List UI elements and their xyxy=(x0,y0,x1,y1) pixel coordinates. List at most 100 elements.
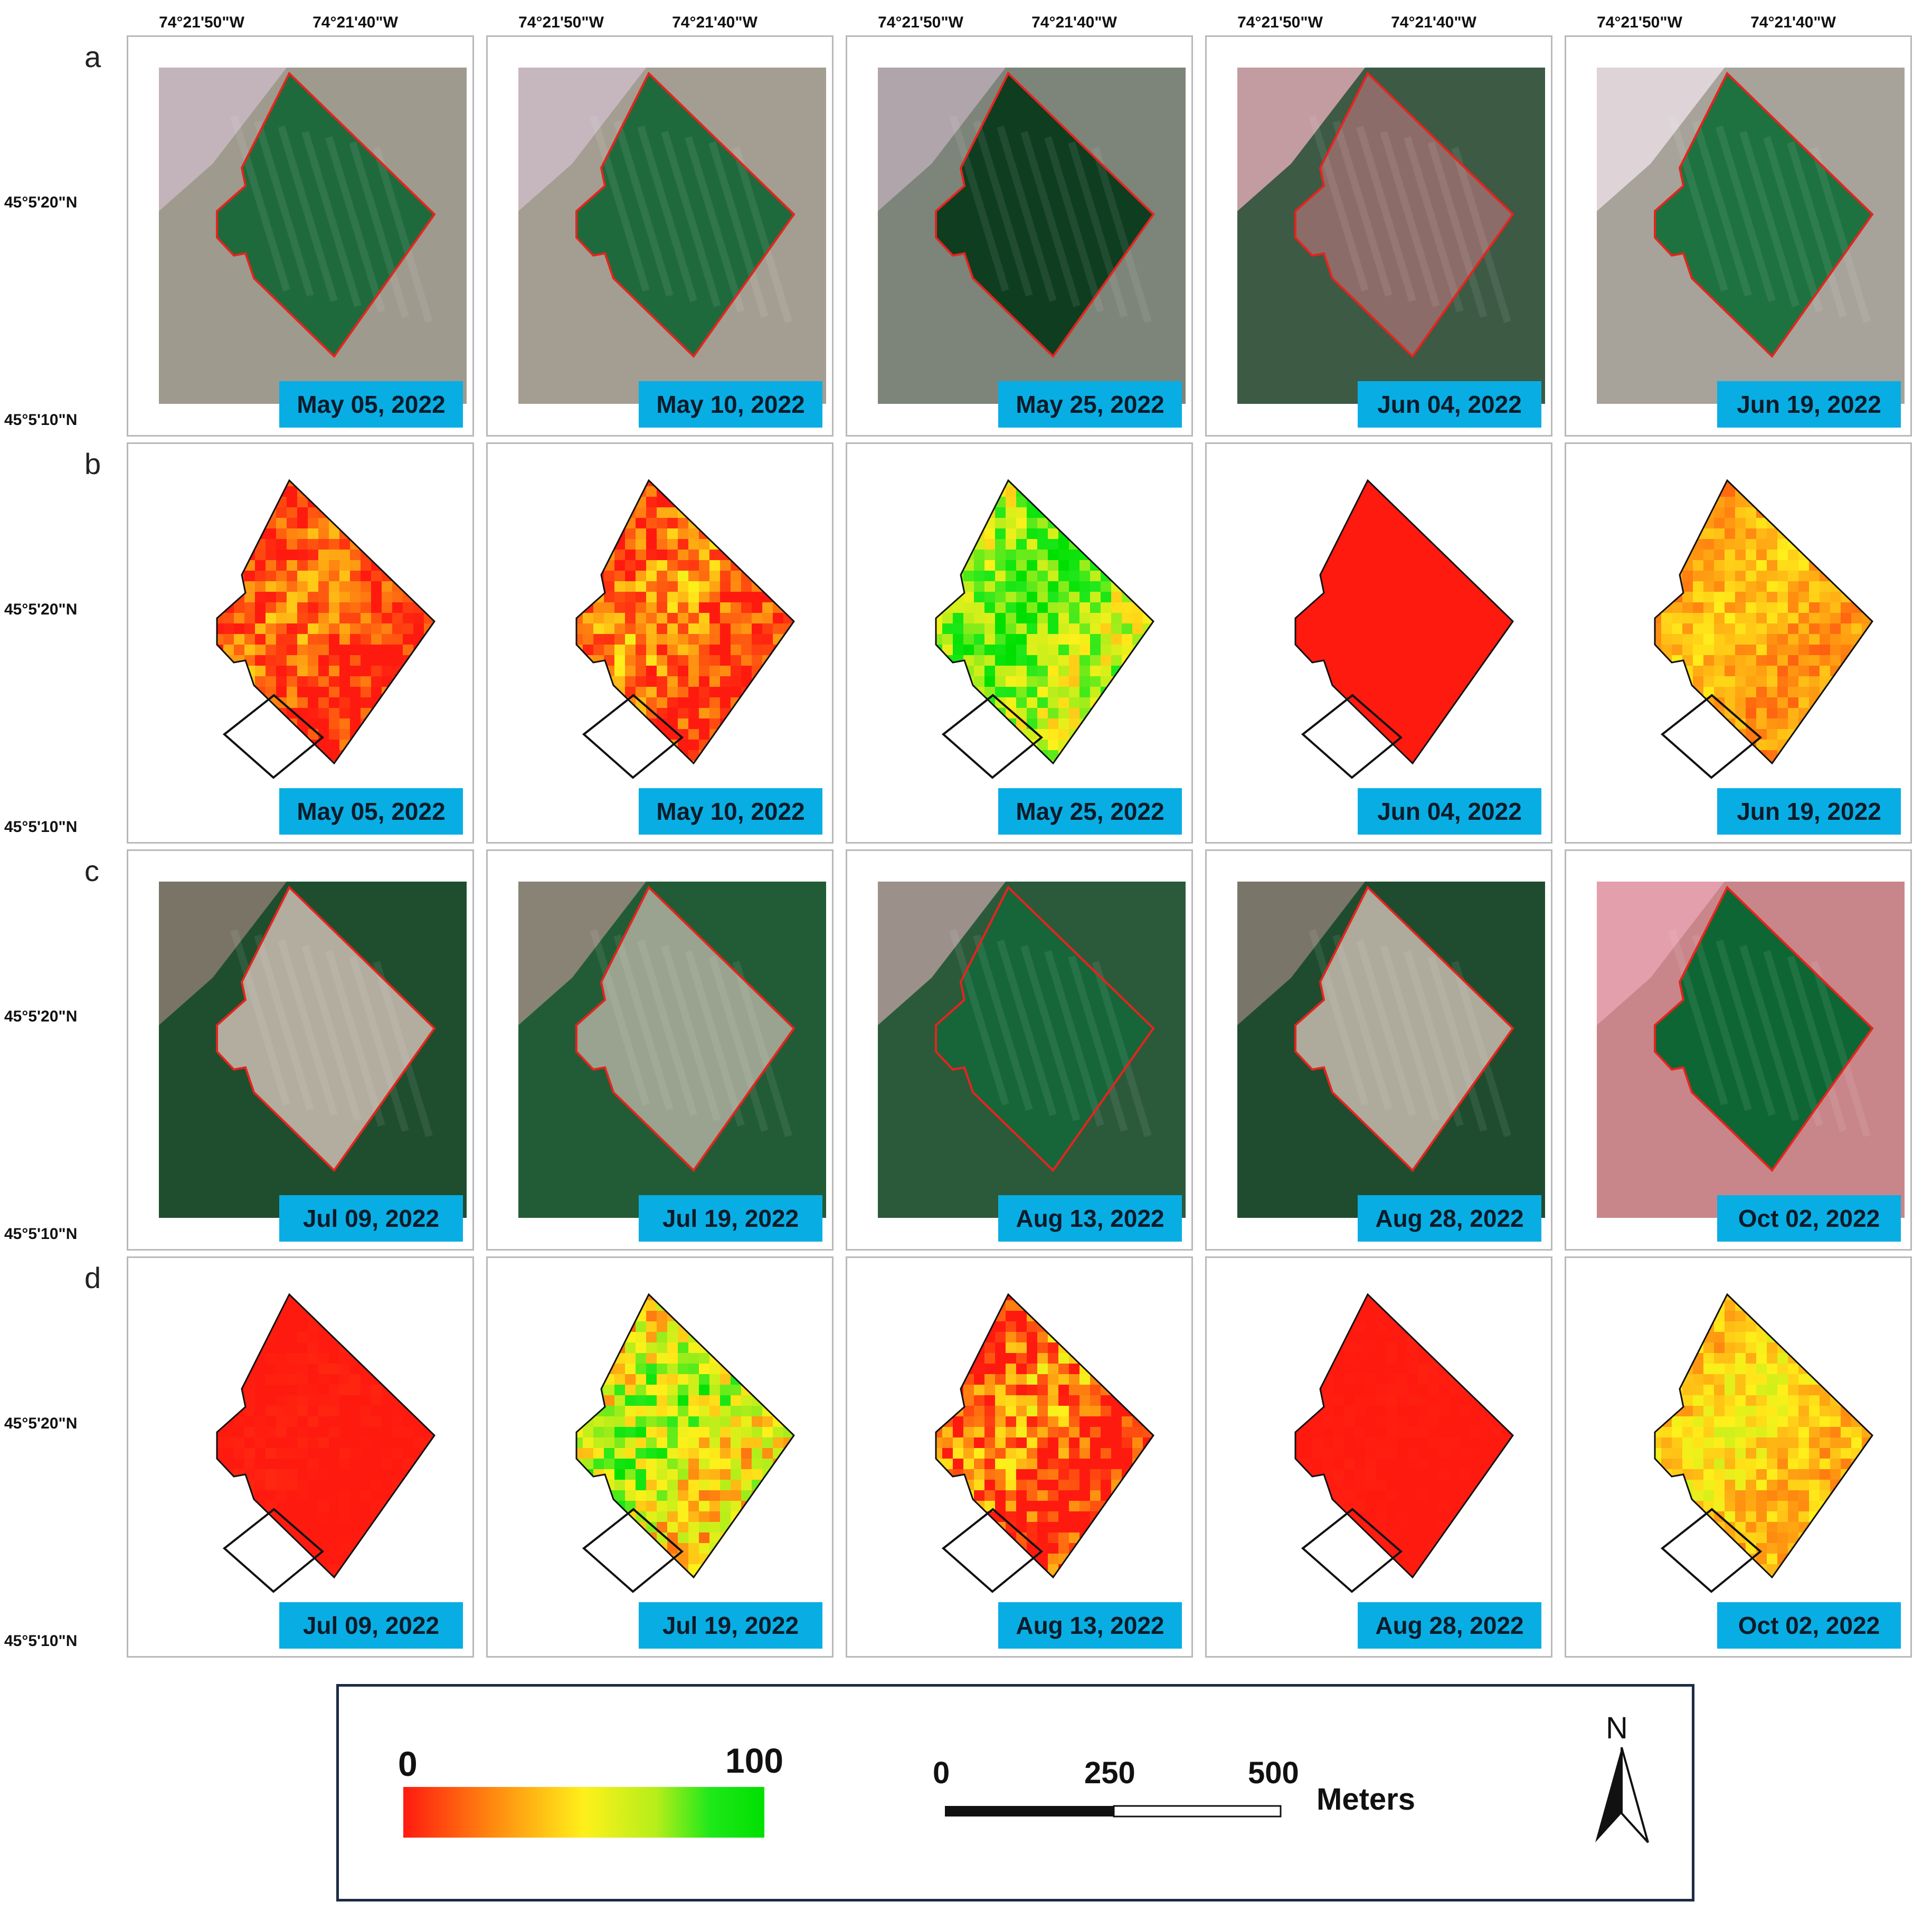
raster-cell xyxy=(1682,718,1693,729)
raster-cell xyxy=(1355,634,1365,645)
raster-cell xyxy=(1048,528,1058,539)
raster-cell xyxy=(350,750,361,761)
raster-cell xyxy=(699,480,709,486)
raster-cell xyxy=(1132,1480,1143,1490)
raster-cell xyxy=(678,1448,688,1459)
raster-cell xyxy=(350,697,361,708)
raster-cell xyxy=(1016,1459,1027,1469)
raster-cell xyxy=(1428,486,1439,497)
raster-cell xyxy=(1069,761,1079,763)
raster-cell xyxy=(667,1469,678,1480)
raster-cell xyxy=(646,623,657,634)
raster-cell xyxy=(361,666,371,676)
raster-cell xyxy=(318,486,329,497)
raster-cell xyxy=(625,602,636,613)
raster-cell xyxy=(1513,655,1523,666)
raster-cell xyxy=(731,634,741,645)
raster-cell xyxy=(392,1416,403,1427)
date-badge: May 25, 2022 xyxy=(998,381,1182,428)
raster-cell xyxy=(392,592,403,602)
raster-cell xyxy=(667,1437,678,1448)
raster-cell xyxy=(1058,1294,1069,1300)
raster-cell xyxy=(1027,1416,1037,1427)
field-boundary xyxy=(1654,71,1874,358)
raster-cell xyxy=(699,718,709,729)
raster-cell xyxy=(1872,486,1883,497)
raster-cell xyxy=(339,1321,350,1332)
raster-cell xyxy=(297,1332,308,1342)
raster-cell xyxy=(1661,581,1672,592)
raster-cell xyxy=(984,602,995,613)
raster-cell xyxy=(403,602,413,613)
raster-cell xyxy=(297,1342,308,1353)
raster-cell xyxy=(361,539,371,550)
raster-cell xyxy=(1365,729,1376,740)
raster-cell xyxy=(741,1448,752,1459)
raster-cell xyxy=(234,518,244,528)
raster-cell xyxy=(709,1522,720,1532)
raster-cell xyxy=(371,655,382,666)
raster-cell xyxy=(1069,676,1079,687)
raster-cell xyxy=(1756,761,1767,763)
raster-cell xyxy=(361,1311,371,1321)
raster-cell xyxy=(625,1459,636,1469)
raster-cell xyxy=(361,1374,371,1385)
field-texture xyxy=(230,929,290,1106)
raster-cell xyxy=(276,480,287,486)
raster-cell xyxy=(1058,1469,1069,1480)
raster-cell xyxy=(1058,560,1069,571)
raster-cell xyxy=(1830,550,1841,560)
raster-cell xyxy=(1344,581,1355,592)
raster-cell xyxy=(1355,750,1365,761)
raster-cell xyxy=(1016,1294,1027,1300)
raster-cell xyxy=(1333,497,1344,507)
raster-cell xyxy=(403,581,413,592)
raster-cell xyxy=(308,1522,318,1532)
raster-cell xyxy=(1122,1416,1132,1427)
raster-cell xyxy=(720,592,731,602)
raster-cell xyxy=(371,1490,382,1501)
lon-label-col5-1: 74°21'50"W xyxy=(1597,14,1682,31)
raster-cell xyxy=(1767,687,1777,697)
raster-cell xyxy=(953,1416,963,1427)
field-texture xyxy=(661,130,721,308)
raster-cell xyxy=(350,550,361,560)
raster-cell xyxy=(1058,486,1069,497)
raster-cell xyxy=(1777,697,1788,708)
raster-cell xyxy=(995,1437,1006,1448)
raster-cell xyxy=(297,655,308,666)
raster-cell xyxy=(1418,507,1428,518)
raster-cell xyxy=(1767,623,1777,634)
raster-cell xyxy=(382,676,392,687)
raster-cell xyxy=(434,666,445,676)
raster-cell xyxy=(434,486,445,497)
raster-cell xyxy=(688,1406,699,1416)
raster-cell xyxy=(709,581,720,592)
raster-cell xyxy=(266,761,276,763)
raster-cell xyxy=(741,1532,752,1543)
raster-cell xyxy=(1079,1321,1090,1332)
raster-cell xyxy=(1851,581,1862,592)
raster-cell xyxy=(223,550,234,560)
raster-cell xyxy=(234,1490,244,1501)
raster-cell xyxy=(1111,708,1122,718)
raster-cell xyxy=(741,560,752,571)
raster-cell xyxy=(1101,718,1111,729)
raster-cell xyxy=(1513,623,1523,634)
raster-cell xyxy=(1302,666,1312,676)
raster-cell xyxy=(318,1332,329,1342)
raster-cell xyxy=(731,1406,741,1416)
raster-cell xyxy=(350,1294,361,1300)
raster-cell xyxy=(762,1448,773,1459)
raster-cell xyxy=(936,592,942,602)
raster-cell xyxy=(276,1448,287,1459)
raster-cell xyxy=(424,518,434,528)
raster-cell xyxy=(1820,507,1830,518)
raster-cell xyxy=(424,676,434,687)
raster-cell xyxy=(688,1416,699,1427)
raster-cell xyxy=(244,697,255,708)
raster-cell xyxy=(266,1364,276,1374)
raster-cell xyxy=(1418,550,1428,560)
raster-cell xyxy=(1037,1374,1048,1385)
raster-cell xyxy=(413,697,424,708)
